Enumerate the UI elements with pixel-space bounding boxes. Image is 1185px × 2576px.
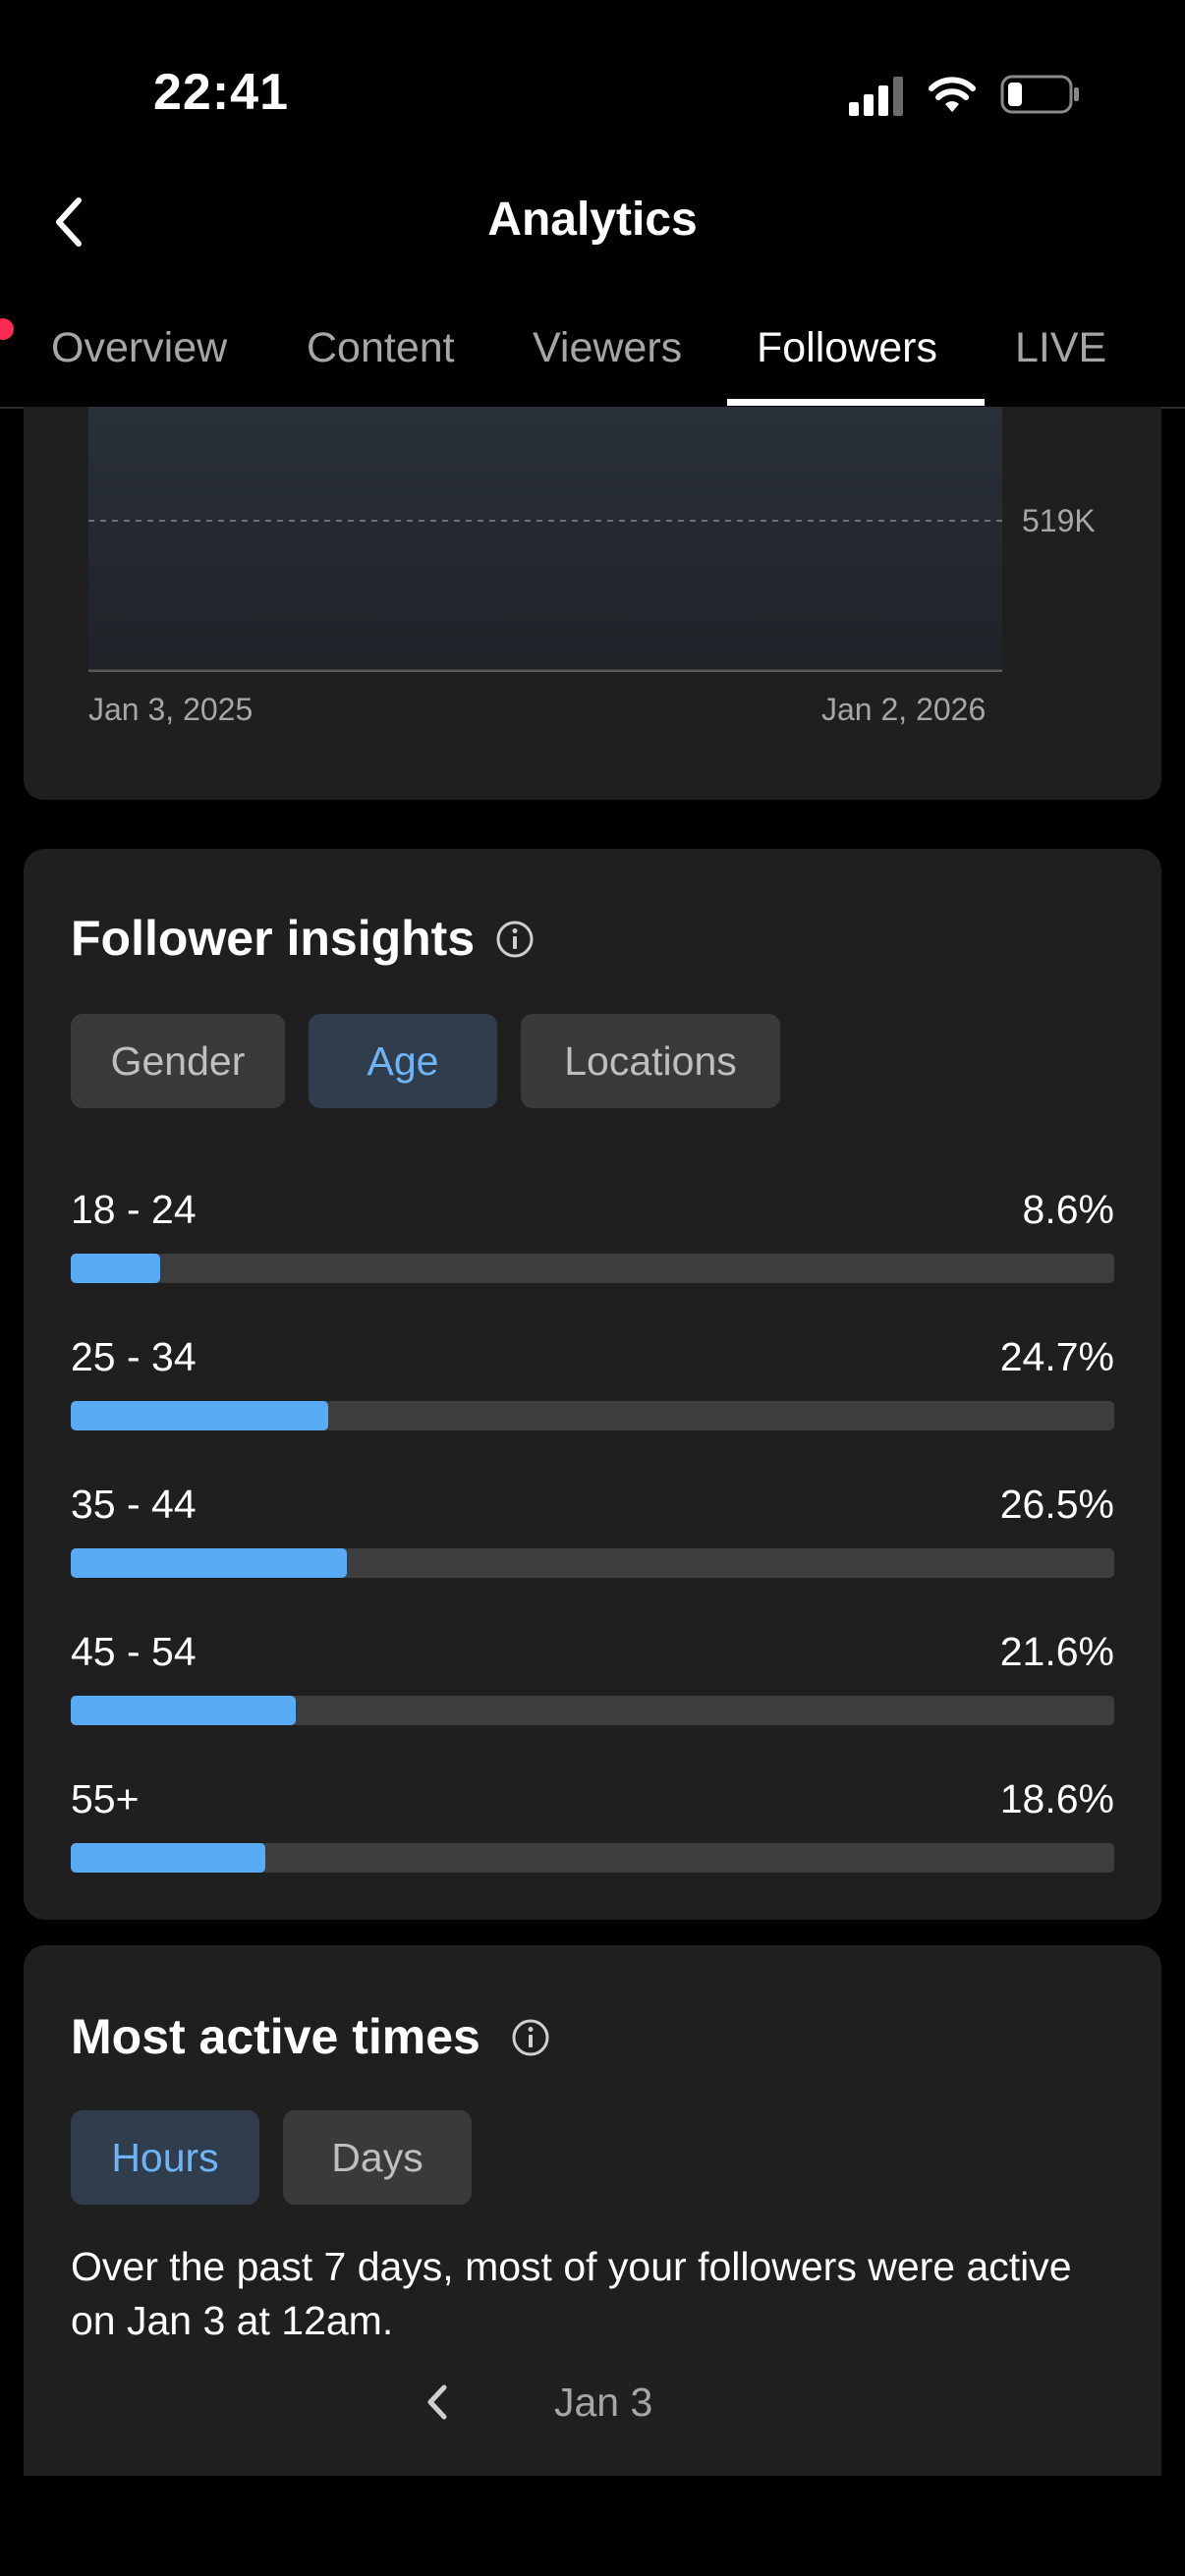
tab-content[interactable]: Content <box>307 324 455 371</box>
age-row-value: 8.6% <box>1022 1187 1114 1232</box>
tabs-fade-overlay <box>1100 285 1185 403</box>
info-icon[interactable] <box>511 2018 550 2057</box>
back-arrow-icon[interactable] <box>43 193 102 252</box>
filter-gender-button[interactable]: Gender <box>71 1014 285 1108</box>
info-icon[interactable] <box>495 920 535 959</box>
most-active-title: Most active times <box>71 2009 480 2064</box>
age-row-label: 55+ <box>71 1776 140 1821</box>
analytics-tabs: Overview Content Viewers Followers LIVE <box>0 285 1185 409</box>
age-row-bar-fill <box>71 1843 265 1873</box>
age-row-bar-track <box>71 1843 1114 1873</box>
follower-chart-area <box>88 407 1002 672</box>
age-row-label: 45 - 54 <box>71 1629 197 1674</box>
battery-icon <box>1000 75 1079 114</box>
tab-followers[interactable]: Followers <box>757 324 937 371</box>
age-row-label: 18 - 24 <box>71 1187 197 1232</box>
filter-age-button[interactable]: Age <box>309 1014 497 1108</box>
age-row-value: 24.7% <box>999 1334 1114 1379</box>
tab-live[interactable]: LIVE <box>1015 324 1107 371</box>
chart-x-end-label: Jan 2, 2026 <box>821 692 987 727</box>
tab-overview[interactable]: Overview <box>51 324 228 371</box>
wifi-icon <box>929 77 976 112</box>
age-row-bar-track <box>71 1254 1114 1283</box>
age-row-bar-fill <box>71 1696 297 1725</box>
follower-insights-title: Follower insights <box>71 911 476 966</box>
most-active-times-card: Most active times Hours Days Over the pa… <box>24 1945 1161 2476</box>
filter-days-button[interactable]: Days <box>283 2110 472 2205</box>
follower-chart-card: 519K Jan 3, 2025 Jan 2, 2026 <box>24 407 1161 800</box>
age-row-bar-track <box>71 1696 1114 1725</box>
age-row-label: 25 - 34 <box>71 1334 197 1379</box>
signal-icon <box>849 77 903 116</box>
chart-reference-label: 519K <box>1022 503 1096 538</box>
age-row-bar-track <box>71 1548 1114 1578</box>
notification-dot <box>0 318 14 340</box>
age-row-value: 21.6% <box>999 1629 1114 1674</box>
age-row-bar-fill <box>71 1254 161 1283</box>
age-row-bar-track <box>71 1401 1114 1430</box>
follower-insights-card: Follower insights Gender Age Locations 1… <box>24 849 1161 1920</box>
tab-viewers[interactable]: Viewers <box>533 324 683 371</box>
age-row-bar-fill <box>71 1548 348 1578</box>
filter-locations-button[interactable]: Locations <box>521 1014 780 1108</box>
active-tab-indicator <box>727 399 985 406</box>
status-time: 22:41 <box>153 64 289 121</box>
age-row-value: 26.5% <box>999 1482 1114 1527</box>
chart-x-start-label: Jan 3, 2025 <box>88 692 254 727</box>
filter-hours-button[interactable]: Hours <box>71 2110 259 2205</box>
page-title: Analytics <box>487 194 698 246</box>
age-row-label: 35 - 44 <box>71 1482 197 1527</box>
age-row-value: 18.6% <box>999 1776 1114 1821</box>
age-row-bar-fill <box>71 1401 329 1430</box>
most-active-description: Over the past 7 days, most of your follo… <box>71 2244 1072 2343</box>
date-nav-label: Jan 3 <box>554 2380 653 2425</box>
chevron-left-icon[interactable] <box>415 2378 464 2427</box>
